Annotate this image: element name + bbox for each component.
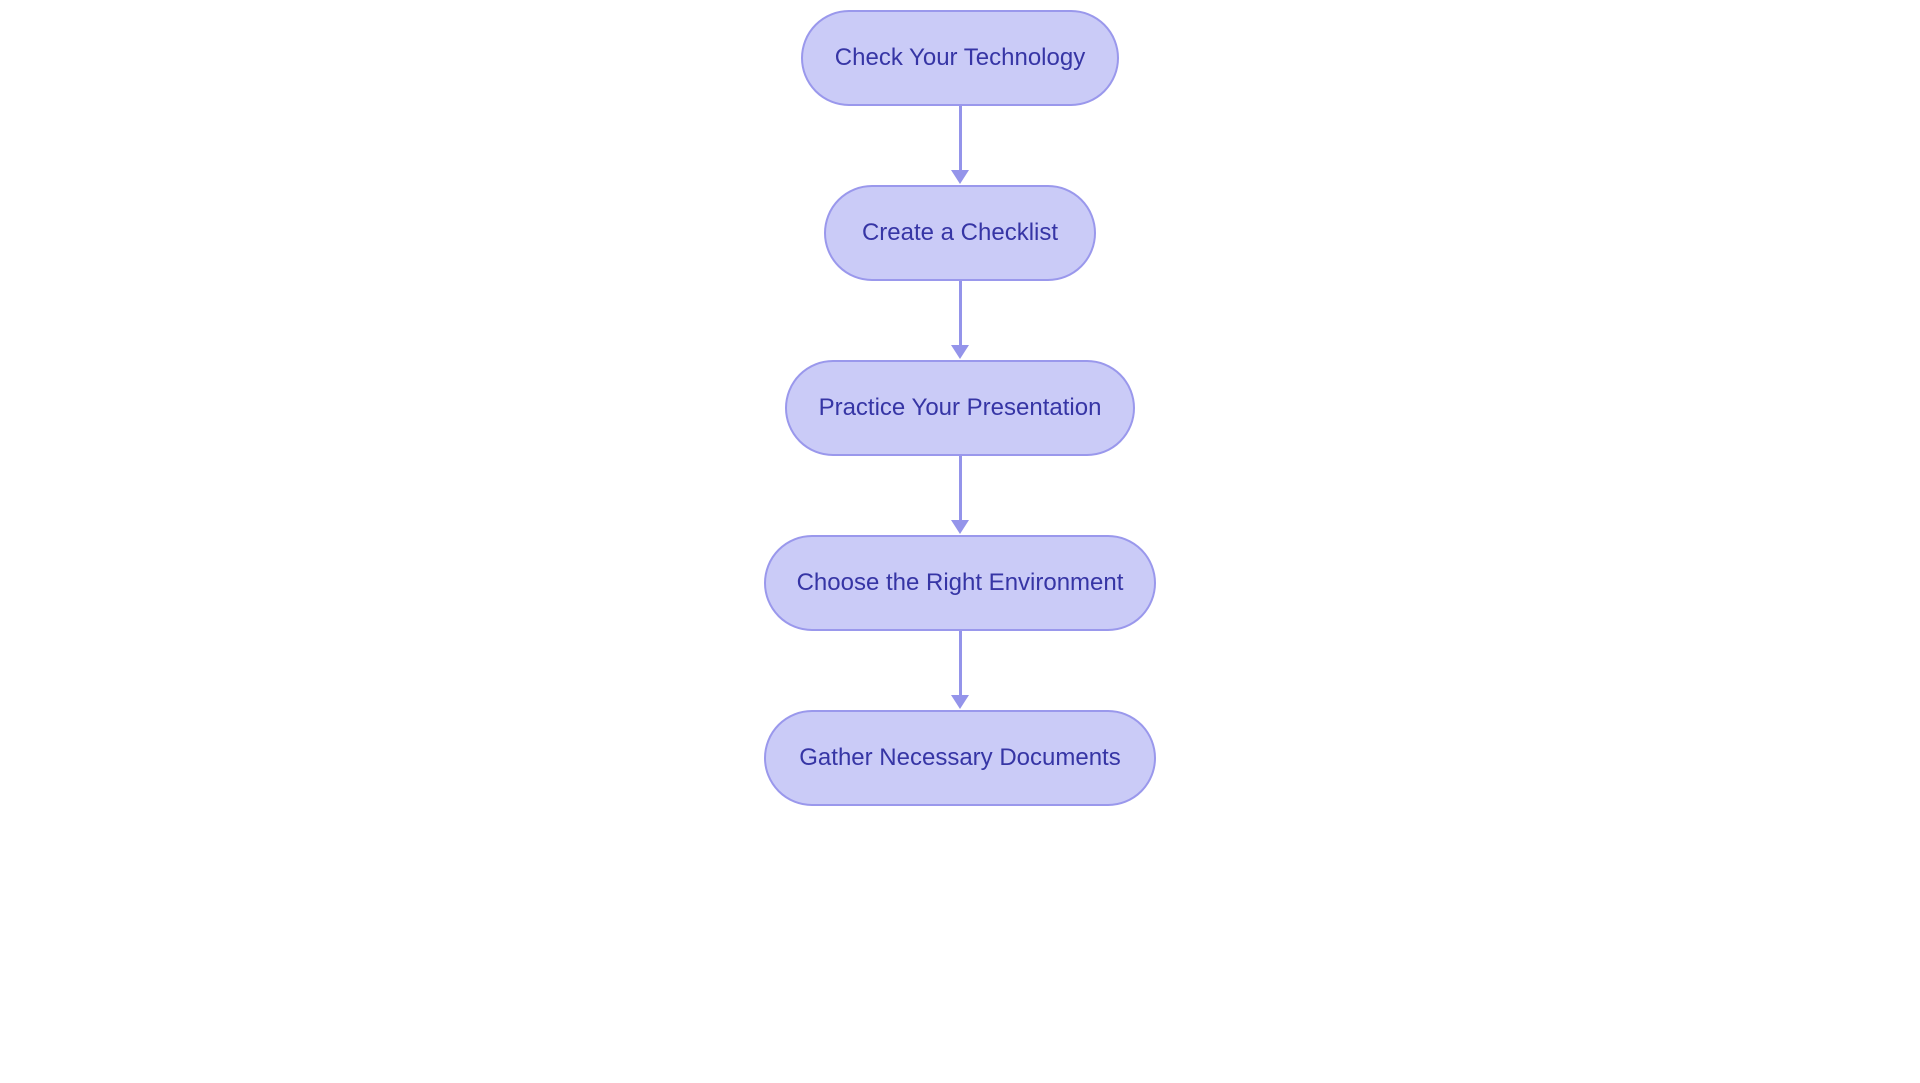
flowchart-arrow bbox=[951, 281, 969, 360]
flowchart-node-label: Create a Checklist bbox=[862, 219, 1058, 247]
arrow-head-icon bbox=[951, 520, 969, 534]
arrow-head-icon bbox=[951, 170, 969, 184]
flowchart-node: Choose the Right Environment bbox=[764, 535, 1156, 631]
flowchart-arrow bbox=[951, 631, 969, 710]
arrow-line bbox=[959, 281, 962, 345]
flowchart-node: Practice Your Presentation bbox=[785, 360, 1135, 456]
arrow-head-icon bbox=[951, 695, 969, 709]
flowchart-arrow bbox=[951, 106, 969, 185]
arrow-line bbox=[959, 456, 962, 520]
flowchart-node-label: Gather Necessary Documents bbox=[799, 744, 1120, 772]
arrow-head-icon bbox=[951, 345, 969, 359]
flowchart-node-label: Check Your Technology bbox=[835, 44, 1085, 72]
flowchart-container: Check Your Technology Create a Checklist P… bbox=[760, 10, 1160, 806]
flowchart-node: Check Your Technology bbox=[801, 10, 1119, 106]
flowchart-node-label: Choose the Right Environment bbox=[797, 569, 1124, 597]
arrow-line bbox=[959, 631, 962, 695]
arrow-line bbox=[959, 106, 962, 170]
flowchart-node: Create a Checklist bbox=[824, 185, 1096, 281]
flowchart-arrow bbox=[951, 456, 969, 535]
flowchart-node: Gather Necessary Documents bbox=[764, 710, 1156, 806]
flowchart-node-label: Practice Your Presentation bbox=[819, 394, 1102, 422]
